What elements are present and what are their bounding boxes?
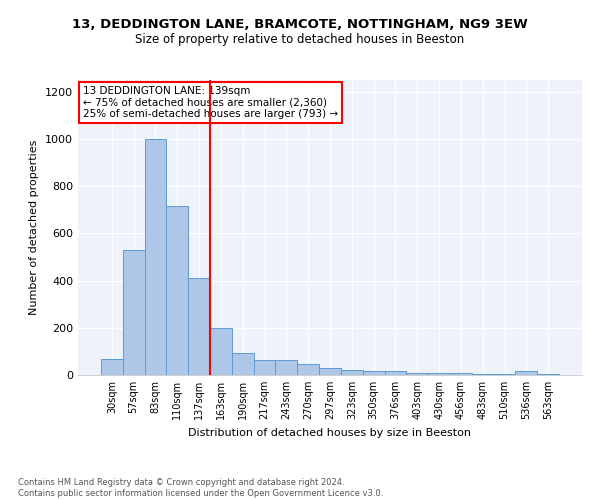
Bar bbox=[428, 373, 450, 375]
Bar bbox=[101, 359, 123, 375]
Bar bbox=[166, 206, 188, 375]
Bar bbox=[232, 352, 254, 375]
Bar bbox=[537, 374, 559, 375]
Bar bbox=[385, 371, 406, 375]
Bar bbox=[188, 278, 210, 375]
Bar bbox=[515, 371, 537, 375]
Y-axis label: Number of detached properties: Number of detached properties bbox=[29, 140, 40, 315]
Bar bbox=[254, 360, 275, 375]
Text: 13 DEDDINGTON LANE: 139sqm
← 75% of detached houses are smaller (2,360)
25% of s: 13 DEDDINGTON LANE: 139sqm ← 75% of deta… bbox=[83, 86, 338, 119]
Bar bbox=[406, 373, 428, 375]
Text: Contains HM Land Registry data © Crown copyright and database right 2024.
Contai: Contains HM Land Registry data © Crown c… bbox=[18, 478, 383, 498]
Bar bbox=[450, 373, 472, 375]
Bar bbox=[123, 250, 145, 375]
Bar bbox=[210, 328, 232, 375]
Bar bbox=[297, 364, 319, 375]
Text: 13, DEDDINGTON LANE, BRAMCOTE, NOTTINGHAM, NG9 3EW: 13, DEDDINGTON LANE, BRAMCOTE, NOTTINGHA… bbox=[72, 18, 528, 30]
Bar bbox=[494, 374, 515, 375]
Bar bbox=[341, 370, 363, 375]
Bar bbox=[275, 360, 297, 375]
X-axis label: Distribution of detached houses by size in Beeston: Distribution of detached houses by size … bbox=[188, 428, 472, 438]
Bar bbox=[145, 139, 166, 375]
Bar bbox=[472, 374, 494, 375]
Bar bbox=[363, 371, 385, 375]
Text: Size of property relative to detached houses in Beeston: Size of property relative to detached ho… bbox=[136, 32, 464, 46]
Bar bbox=[319, 368, 341, 375]
